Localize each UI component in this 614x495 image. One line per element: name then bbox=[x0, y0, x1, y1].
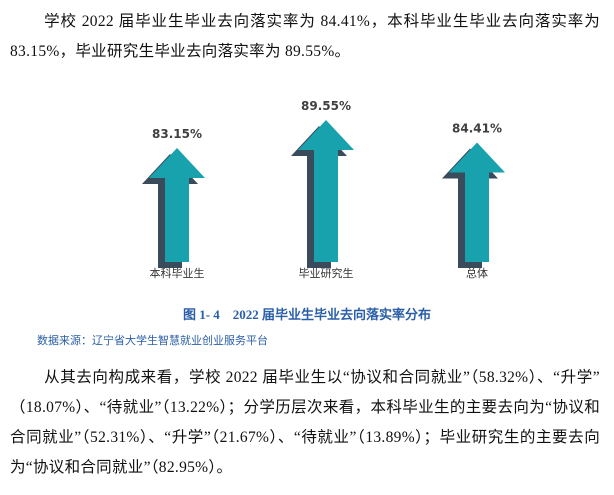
caption: 图 1- 4 2022 届毕业生毕业去向落实率分布 bbox=[182, 307, 432, 322]
source: 数据来源：辽宁省大学生智慧就业创业服务平台 bbox=[37, 334, 268, 347]
arrow bbox=[149, 148, 205, 262]
value-label: 83.15% bbox=[152, 127, 202, 141]
paragraph: 学校 2022 届毕业生毕业去向落实率为 84.41%，本科毕业生毕业去向落实率… bbox=[10, 13, 600, 60]
category-label: 本科毕业生 bbox=[150, 266, 205, 280]
value-label: 84.41% bbox=[452, 121, 502, 135]
chart: 83.15% 本科毕业生 89.55% 毕业研究生 84.41% 总体 bbox=[142, 99, 505, 280]
arrow bbox=[298, 120, 354, 262]
category-label: 毕业研究生 bbox=[299, 266, 354, 280]
category-label: 总体 bbox=[466, 266, 488, 280]
paragraph: 从其去向构成来看，学校 2022 届毕业生以“协议和合同就业”（58.32%）、… bbox=[10, 369, 600, 476]
value-label: 89.55% bbox=[301, 99, 351, 113]
arrow bbox=[449, 142, 505, 262]
